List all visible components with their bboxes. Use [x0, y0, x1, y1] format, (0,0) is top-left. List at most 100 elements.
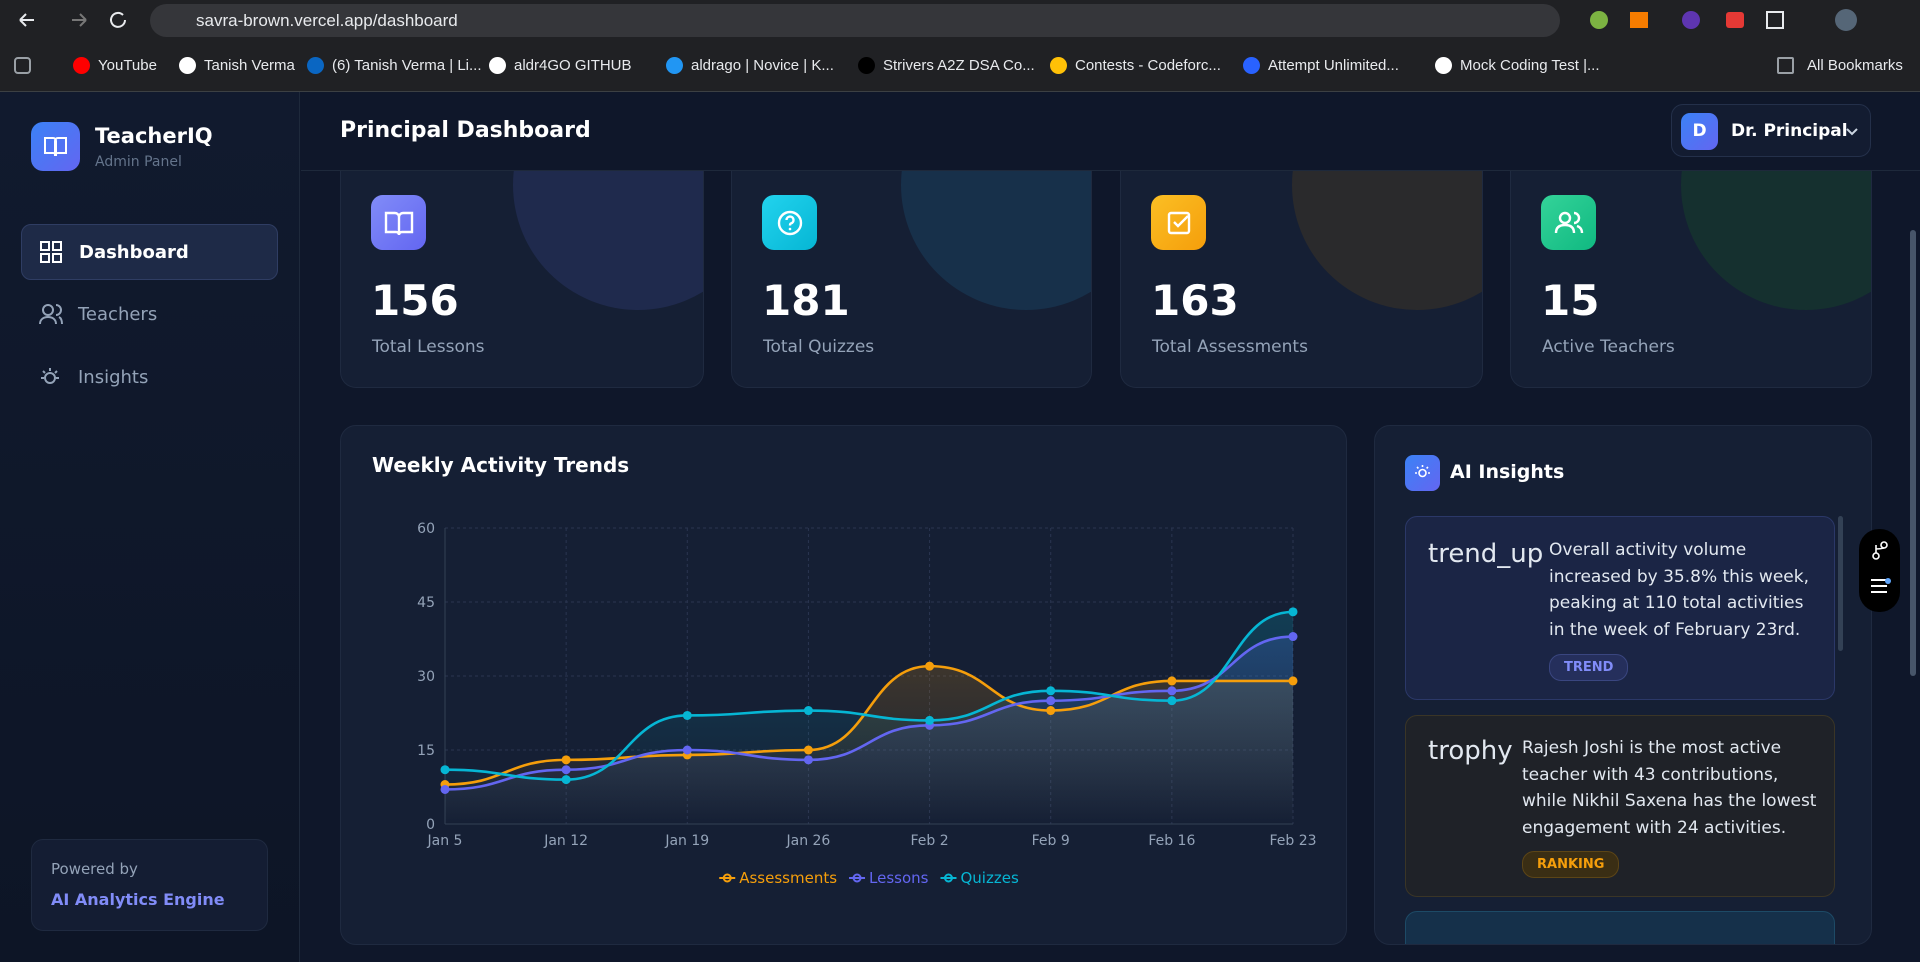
- stat-label: Total Assessments: [1152, 337, 1308, 357]
- stat-icon: [762, 195, 817, 250]
- bookmark-icon: [858, 57, 875, 74]
- bookmark[interactable]: aldrago | Novice | K...: [691, 57, 834, 74]
- point[interactable]: [803, 745, 813, 755]
- point[interactable]: [925, 661, 935, 671]
- chart-title: Weekly Activity Trends: [372, 453, 629, 477]
- point[interactable]: [803, 755, 813, 765]
- point[interactable]: [440, 784, 450, 794]
- footer-box: Powered by AI Analytics Engine: [31, 839, 268, 931]
- page-scrollbar[interactable]: [1910, 230, 1916, 676]
- point[interactable]: [1288, 607, 1298, 617]
- point[interactable]: [440, 765, 450, 775]
- x-tick-label: Jan 12: [543, 833, 588, 849]
- insight-item: trend_up Overall activity volume increas…: [1405, 516, 1835, 700]
- line: [444, 664, 1293, 786]
- bookmark-icon: [179, 57, 196, 74]
- footer-label: Powered by: [51, 860, 138, 878]
- point[interactable]: [1167, 696, 1177, 706]
- logo: [31, 122, 80, 171]
- insight-text: Rajesh Joshi is the most active teacher …: [1522, 738, 1817, 838]
- extensions: [1590, 9, 1857, 31]
- nav-label[interactable]: Insights: [78, 367, 149, 388]
- user-menu[interactable]: D Dr. Principal: [1671, 104, 1871, 157]
- scroll-thumb[interactable]: [1838, 516, 1843, 651]
- y-tick-label: 0: [426, 817, 435, 833]
- x-tick-label: Feb 23: [1269, 833, 1316, 849]
- bookmark-icon: [307, 57, 324, 74]
- page-title: Principal Dashboard: [340, 118, 591, 143]
- bookmark[interactable]: (6) Tanish Verma | Li...: [332, 57, 482, 74]
- point[interactable]: [925, 715, 935, 725]
- nav-label[interactable]: Dashboard: [79, 242, 189, 263]
- nav-label[interactable]: Teachers: [78, 304, 158, 325]
- point[interactable]: [1167, 686, 1177, 696]
- card-decoration: [1681, 150, 1871, 310]
- point[interactable]: [561, 775, 571, 785]
- stat-value: 156: [371, 276, 459, 325]
- address-bar[interactable]: [150, 4, 1560, 37]
- x-tick-label: Jan 19: [664, 833, 709, 849]
- nav-item[interactable]: Teachers: [21, 287, 278, 343]
- stat-card: 15 Active Teachers: [1510, 150, 1872, 388]
- legend-label: Assessments: [739, 869, 837, 887]
- bookmark[interactable]: Mock Coding Test |...: [1460, 57, 1600, 74]
- chart: Weekly Activity Trends 0 15 30 45 60 Jan 5 Jan…: [372, 453, 1317, 887]
- user-name[interactable]: Dr. Principal: [1731, 121, 1848, 141]
- bookmark[interactable]: aldr4GO GITHUB: [514, 57, 632, 74]
- floating-widget[interactable]: [1859, 529, 1900, 612]
- stat-card: 163 Total Assessments: [1120, 150, 1483, 388]
- x-tick-label: Jan 5: [427, 833, 463, 849]
- bookmark[interactable]: All Bookmarks: [1807, 57, 1903, 74]
- point[interactable]: [682, 745, 692, 755]
- legend-item[interactable]: Assessments: [719, 869, 837, 887]
- brand-subtitle: Admin Panel: [95, 154, 182, 170]
- insights-title: AI Insights: [1450, 461, 1565, 483]
- bookmark[interactable]: Tanish Verma: [204, 57, 295, 74]
- area: [445, 611, 1293, 824]
- insight-tag: TREND: [1549, 654, 1629, 681]
- stat-icon: [1151, 195, 1206, 250]
- bookmark[interactable]: YouTube: [98, 57, 157, 74]
- nav-item[interactable]: Insights: [21, 350, 278, 406]
- insight-icon: trophy: [1428, 736, 1513, 766]
- card-decoration: [513, 150, 703, 310]
- apps-icon[interactable]: [14, 57, 31, 74]
- folder-icon[interactable]: [1777, 57, 1794, 74]
- legend-label: Lessons: [869, 869, 929, 887]
- point[interactable]: [1167, 676, 1177, 686]
- point[interactable]: [1046, 686, 1056, 696]
- legend-label: Quizzes: [960, 869, 1018, 887]
- point[interactable]: [682, 710, 692, 720]
- header: Principal Dashboard D Dr. Principal: [301, 92, 1920, 171]
- stat-value: 181: [762, 276, 850, 325]
- bookmark-icon: [1050, 57, 1067, 74]
- point[interactable]: [1046, 696, 1056, 706]
- y-tick-label: 30: [417, 669, 435, 685]
- point[interactable]: [803, 706, 813, 716]
- url[interactable]: savra-brown.vercel.app/dashboard: [196, 11, 458, 30]
- legend-item[interactable]: Quizzes: [940, 869, 1019, 887]
- point[interactable]: [561, 765, 571, 775]
- point[interactable]: [1288, 632, 1298, 642]
- insight-item: trophy Rajesh Joshi is the most active t…: [1405, 715, 1835, 897]
- avatar[interactable]: D: [1681, 113, 1718, 150]
- x-tick-label: Feb 9: [1032, 833, 1070, 849]
- insight-tag: RANKING: [1522, 851, 1620, 878]
- bookmark[interactable]: Attempt Unlimited...: [1268, 57, 1399, 74]
- point[interactable]: [561, 755, 571, 765]
- point[interactable]: [1288, 676, 1298, 686]
- bookmark-icon: [1243, 57, 1260, 74]
- nav-item[interactable]: Dashboard: [21, 224, 278, 280]
- bookmark-icon: [1435, 57, 1452, 74]
- point[interactable]: [1046, 706, 1056, 716]
- bookmark[interactable]: Contests - Codeforc...: [1075, 57, 1221, 74]
- legend-item[interactable]: Lessons: [849, 869, 929, 887]
- brand: TeacherIQ: [95, 124, 213, 148]
- bookmark[interactable]: Strivers A2Z DSA Co...: [883, 57, 1035, 74]
- browser-toolbar: savra-brown.vercel.app/dashboard: [0, 0, 1920, 41]
- stat-icon: [1541, 195, 1596, 250]
- legend-swatch-dot: [852, 873, 862, 883]
- chart-card: Weekly Activity Trends 0 15 30 45 60 Jan 5 Jan…: [340, 425, 1347, 945]
- stat-card: 181 Total Quizzes: [731, 150, 1092, 388]
- card-decoration: [1292, 150, 1482, 310]
